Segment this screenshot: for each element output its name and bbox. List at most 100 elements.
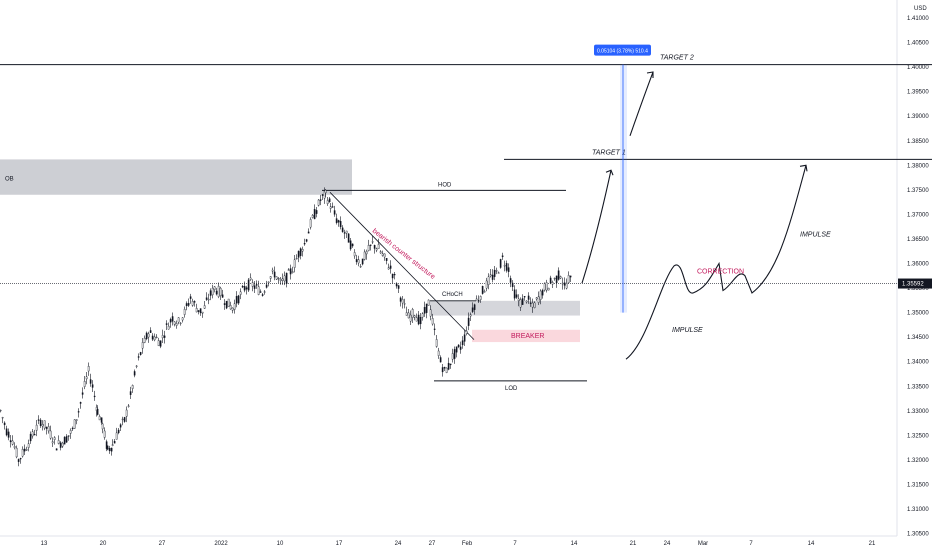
- candle-body: [203, 305, 206, 309]
- x-tick-label: 7: [749, 541, 753, 547]
- candle-body: [324, 189, 327, 194]
- candle-body: [541, 290, 544, 296]
- candle-body: [11, 440, 14, 445]
- candle-body: [17, 459, 20, 462]
- candle-body: [149, 330, 152, 333]
- candle-body: [377, 244, 380, 249]
- candle-body: [391, 273, 394, 279]
- ob-zone[interactable]: [0, 159, 352, 195]
- candle-body: [491, 274, 494, 280]
- choch-zone[interactable]: [430, 300, 580, 316]
- candle-body: [547, 287, 550, 291]
- candle-body: [123, 417, 126, 422]
- candle-body: [303, 243, 306, 245]
- candle-body: [417, 314, 420, 325]
- breaker-zone[interactable]: [472, 329, 580, 343]
- candle-body: [215, 290, 218, 295]
- candle-body: [477, 300, 480, 302]
- candle-body: [363, 251, 366, 260]
- candle-body: [167, 325, 170, 330]
- candle-body: [115, 432, 118, 440]
- candle-body: [355, 259, 358, 263]
- candle-body: [205, 297, 208, 300]
- candle-body: [565, 283, 568, 289]
- candle-body: [441, 367, 444, 373]
- candle-body: [495, 270, 498, 272]
- candle-body: [3, 422, 6, 426]
- candle-body: [223, 303, 226, 305]
- projected-wave-head: [799, 164, 808, 172]
- candle-body: [361, 258, 364, 265]
- x-axis[interactable]: 13 20 27 2022 10 17 24 27 Feb 7 14 21 24 Mar 7 14 21: [41, 541, 876, 547]
- candles: [0, 187, 572, 467]
- candle-body: [98, 416, 101, 421]
- candle-body: [191, 300, 194, 306]
- candle-body: [485, 280, 488, 289]
- candle-body: [367, 245, 370, 251]
- candle-body: [35, 424, 38, 431]
- candle-body: [233, 303, 236, 310]
- impulse-upper-label: IMPULSE: [800, 231, 831, 238]
- candle-body: [73, 419, 76, 429]
- arrow-to-target2[interactable]: [629, 71, 654, 137]
- candle-body: [141, 342, 144, 349]
- candle-body: [493, 269, 496, 277]
- candle-body: [151, 335, 154, 340]
- candle-body: [293, 259, 296, 268]
- projected-wave-path[interactable]: [625, 165, 807, 360]
- x-tick-label: 14: [571, 541, 578, 547]
- structure-line[interactable]: [329, 192, 475, 340]
- candle-body: [507, 267, 510, 272]
- candle-body: [525, 300, 528, 303]
- candle-body: [421, 313, 424, 318]
- y-tick-label: 1.39000: [907, 114, 929, 120]
- candle-body: [25, 449, 28, 451]
- candle-body: [201, 311, 204, 314]
- candle-body: [221, 294, 224, 298]
- candle-body: [241, 286, 244, 288]
- candle-body: [499, 259, 502, 268]
- candle-body: [437, 350, 440, 356]
- candle-body: [23, 448, 26, 452]
- x-tick-label: Mar: [698, 541, 708, 547]
- candle-body: [271, 269, 274, 272]
- candle-body: [405, 312, 408, 316]
- x-tick-label: 24: [395, 541, 402, 547]
- candle-body: [517, 298, 520, 302]
- candle-body: [281, 278, 284, 281]
- candle-body: [1, 417, 4, 419]
- measure-badge: [594, 44, 651, 56]
- arrow-to-target1-head: [605, 169, 614, 176]
- candle-body: [501, 255, 504, 258]
- y-tick-label: 1.34500: [907, 335, 929, 341]
- candle-body: [159, 340, 162, 347]
- candle-body: [397, 285, 400, 289]
- candle-body: [219, 287, 222, 296]
- x-tick-label: 7: [513, 541, 517, 547]
- candle-body: [447, 362, 450, 370]
- candle-body: [451, 353, 454, 360]
- x-tick-label: Feb: [462, 541, 473, 547]
- y-axis[interactable]: 1.41000 1.40500 1.40000 1.39500 1.39000 1.385…: [907, 16, 929, 538]
- candle-body: [511, 282, 514, 287]
- candle-body: [175, 323, 178, 326]
- candle-body: [328, 198, 331, 203]
- candle-body: [553, 277, 556, 280]
- candle-body: [381, 253, 384, 256]
- candle-body: [49, 430, 52, 439]
- candle-body: [213, 286, 216, 290]
- candle-body: [209, 290, 212, 296]
- candle-body: [199, 308, 202, 314]
- candle-body: [383, 253, 386, 258]
- lod-label: LOD: [505, 386, 518, 392]
- candle-body: [179, 322, 182, 324]
- candle-body: [47, 426, 50, 432]
- candle-body: [431, 318, 434, 325]
- arrow-to-target1[interactable]: [581, 170, 612, 284]
- candle-body: [103, 430, 106, 438]
- candle-body: [317, 199, 320, 206]
- candle-body: [359, 266, 362, 268]
- candle-body: [93, 395, 96, 398]
- hod-label: HOD: [438, 182, 452, 188]
